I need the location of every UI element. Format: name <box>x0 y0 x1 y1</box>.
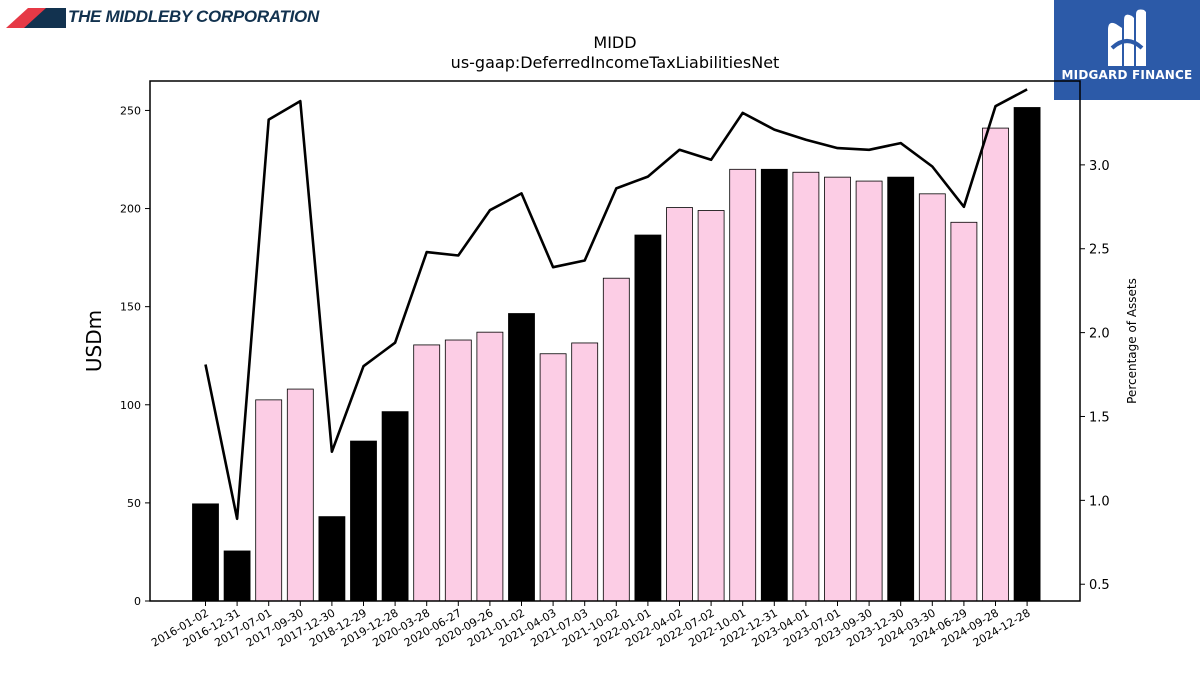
bar-2022-10-01 <box>729 168 757 602</box>
y-right-tick-label: 2.5 <box>1089 243 1110 258</box>
brand-name: MIDGARD FINANCE <box>1061 68 1193 82</box>
chart-title: MIDD <box>593 33 636 52</box>
bar-2019-12-28 <box>381 411 409 602</box>
bar-2022-07-02 <box>697 210 725 602</box>
y-tick-label: 250 <box>120 104 141 117</box>
bar-series <box>192 107 1041 602</box>
bar-2016-12-31 <box>223 550 251 602</box>
middleby-stripes-logo-icon <box>6 8 66 28</box>
bar-2016-01-02 <box>192 503 219 602</box>
y-axis-right-label: Percentage of Assets <box>1125 278 1139 404</box>
axes <box>149 80 1081 602</box>
bar-2022-04-02 <box>666 207 693 602</box>
company-name: THE MIDDLEBY CORPORATION <box>68 7 319 26</box>
brand-logo-box: MIDGARD FINANCE <box>1054 0 1200 100</box>
y-right-tick-label: 3.0 <box>1089 159 1110 174</box>
bar-2023-04-01 <box>792 171 820 602</box>
y-axis-label: USDm <box>82 310 106 372</box>
bar-2022-12-31 <box>760 168 788 602</box>
y-axis-left: 0 50 100 150 200 250 <box>120 104 150 608</box>
bar-2023-07-01 <box>824 176 851 602</box>
bar-2017-07-01 <box>255 399 283 602</box>
y-right-tick-label: 1.5 <box>1089 410 1110 425</box>
midgard-m-logo-icon <box>1108 9 1146 67</box>
bar-2018-12-29 <box>350 440 377 602</box>
chart-subtitle: us-gaap:DeferredIncomeTaxLiabilitiesNet <box>451 53 780 72</box>
y-right-tick-label: 1.0 <box>1089 494 1110 509</box>
company-logo: THE MIDDLEBY CORPORATION <box>6 4 319 30</box>
bar-2023-09-30 <box>855 180 883 602</box>
bar-2017-12-30 <box>318 516 346 602</box>
bar-2021-10-02 <box>602 277 630 602</box>
bar-2022-01-01 <box>634 234 662 602</box>
y-axis-right: 0.5 1.0 1.5 2.0 2.5 3.0 <box>1080 159 1110 593</box>
y-tick-label: 100 <box>120 399 141 412</box>
plot-frame <box>149 80 1081 602</box>
bar-2020-03-28 <box>413 344 441 602</box>
bar-2024-09-28 <box>982 127 1009 602</box>
bar-2020-09-26 <box>476 331 504 602</box>
bar-2024-12-28 <box>1013 107 1041 602</box>
line-series <box>204 88 1028 521</box>
bar-2020-06-27 <box>444 339 472 602</box>
x-axis: 2016-01-022016-12-312017-07-012017-09-30… <box>149 601 1033 650</box>
line-percentage-of-assets <box>204 88 1028 521</box>
y-right-tick-label: 0.5 <box>1089 578 1110 593</box>
y-tick-label: 50 <box>127 497 141 510</box>
y-tick-label: 150 <box>120 301 141 314</box>
bar-2024-06-29 <box>950 221 978 602</box>
bar-2021-01-02 <box>508 313 535 602</box>
bar-2021-04-03 <box>539 353 567 602</box>
bar-2021-07-03 <box>571 342 599 602</box>
bar-2024-03-30 <box>918 193 946 602</box>
y-right-tick-label: 2.0 <box>1089 327 1110 342</box>
bar-2023-12-30 <box>887 176 915 602</box>
y-tick-label: 0 <box>134 595 141 608</box>
bar-2017-09-30 <box>286 388 314 602</box>
y-tick-label: 200 <box>120 203 141 216</box>
